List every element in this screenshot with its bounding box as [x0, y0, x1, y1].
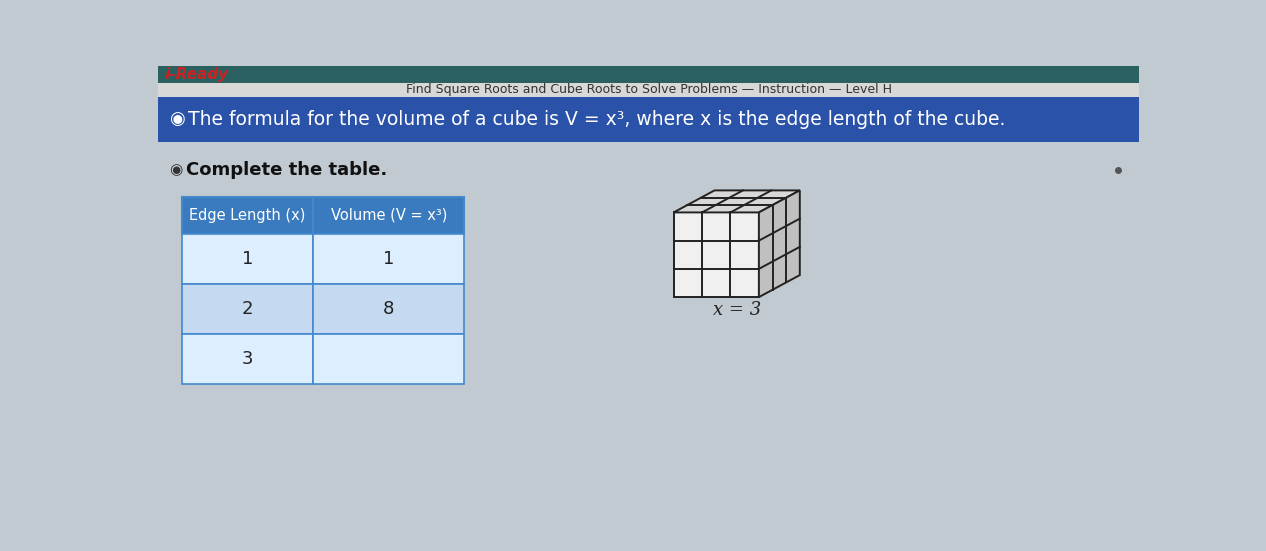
Text: 3: 3: [242, 350, 253, 368]
Bar: [158, 97, 1139, 142]
Polygon shape: [674, 213, 758, 297]
Text: 2: 2: [242, 300, 253, 318]
Text: Find Square Roots and Cube Roots to Solve Problems — Instruction — Level H: Find Square Roots and Cube Roots to Solv…: [406, 84, 891, 96]
Bar: [181, 197, 465, 234]
Text: Edge Length (x): Edge Length (x): [189, 208, 305, 223]
Text: x = 3: x = 3: [713, 301, 761, 318]
Bar: [181, 234, 313, 284]
Bar: [313, 334, 465, 384]
Text: 1: 1: [242, 250, 253, 268]
Text: ◉: ◉: [170, 110, 185, 128]
Bar: [158, 83, 1139, 97]
Text: The formula for the volume of a cube is V = x³, where x is the edge length of th: The formula for the volume of a cube is …: [187, 110, 1005, 129]
Polygon shape: [674, 191, 800, 213]
Bar: [313, 284, 465, 334]
Bar: [158, 66, 1139, 83]
Bar: [158, 142, 1139, 490]
Bar: [181, 334, 313, 384]
Polygon shape: [758, 191, 800, 297]
Text: ◉: ◉: [170, 163, 182, 177]
Bar: [313, 234, 465, 284]
Text: Volume (V = x³): Volume (V = x³): [330, 208, 447, 223]
Text: 8: 8: [384, 300, 395, 318]
Text: i-Ready: i-Ready: [165, 67, 229, 82]
Bar: [181, 284, 313, 334]
Text: 1: 1: [384, 250, 395, 268]
Text: Complete the table.: Complete the table.: [186, 161, 387, 179]
